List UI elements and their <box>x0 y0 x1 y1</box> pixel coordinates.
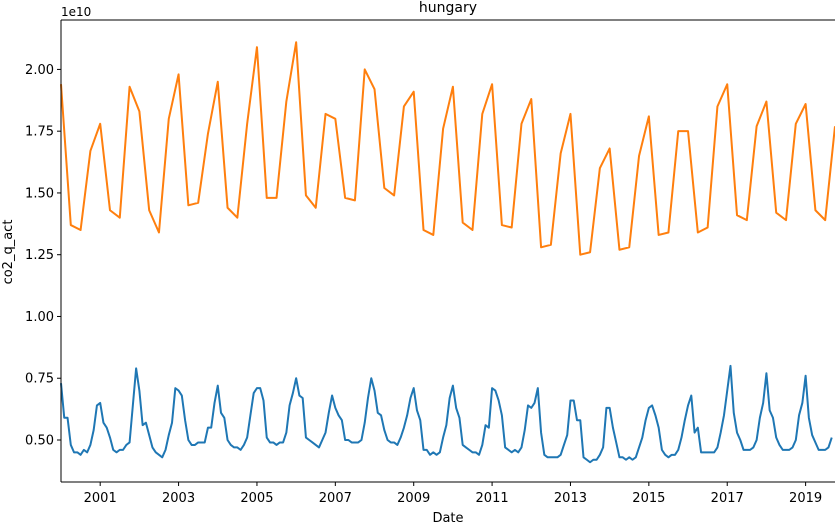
x-tick-label: 2007 <box>319 491 352 506</box>
y-tick-label: 1.75 <box>25 125 54 140</box>
series-line-1 <box>60 364 833 464</box>
x-tick-label: 2017 <box>711 491 744 506</box>
y-tick-label: 1.25 <box>25 248 54 263</box>
y-tick-label: 0.50 <box>25 434 54 449</box>
chart-title: hungary <box>419 0 477 16</box>
x-tick-label: 2013 <box>554 491 587 506</box>
x-tick-label: 2005 <box>240 491 273 506</box>
y-tick-label: 2.00 <box>25 63 54 78</box>
x-axis-label: Date <box>432 511 463 525</box>
x-tick-label: 2019 <box>789 491 822 506</box>
y-axis-label: co2_q_act <box>1 220 16 285</box>
plot-area: 2001 2003 2005 2007 2009 2011 2013 2015 2017 2019… <box>25 19 835 506</box>
y-tick-label: 1.50 <box>25 186 54 201</box>
x-tick-label: 2003 <box>162 491 195 506</box>
x-tick-label: 2011 <box>476 491 509 506</box>
y-tick-label: 0.75 <box>25 372 54 387</box>
x-tick-label: 2001 <box>84 491 117 506</box>
y-tick-label: 1.00 <box>25 310 54 325</box>
x-tick-label: 2015 <box>632 491 665 506</box>
y-offset-text: 1e10 <box>61 5 91 19</box>
x-tick-label: 2009 <box>397 491 430 506</box>
series-line-2 <box>60 41 835 256</box>
